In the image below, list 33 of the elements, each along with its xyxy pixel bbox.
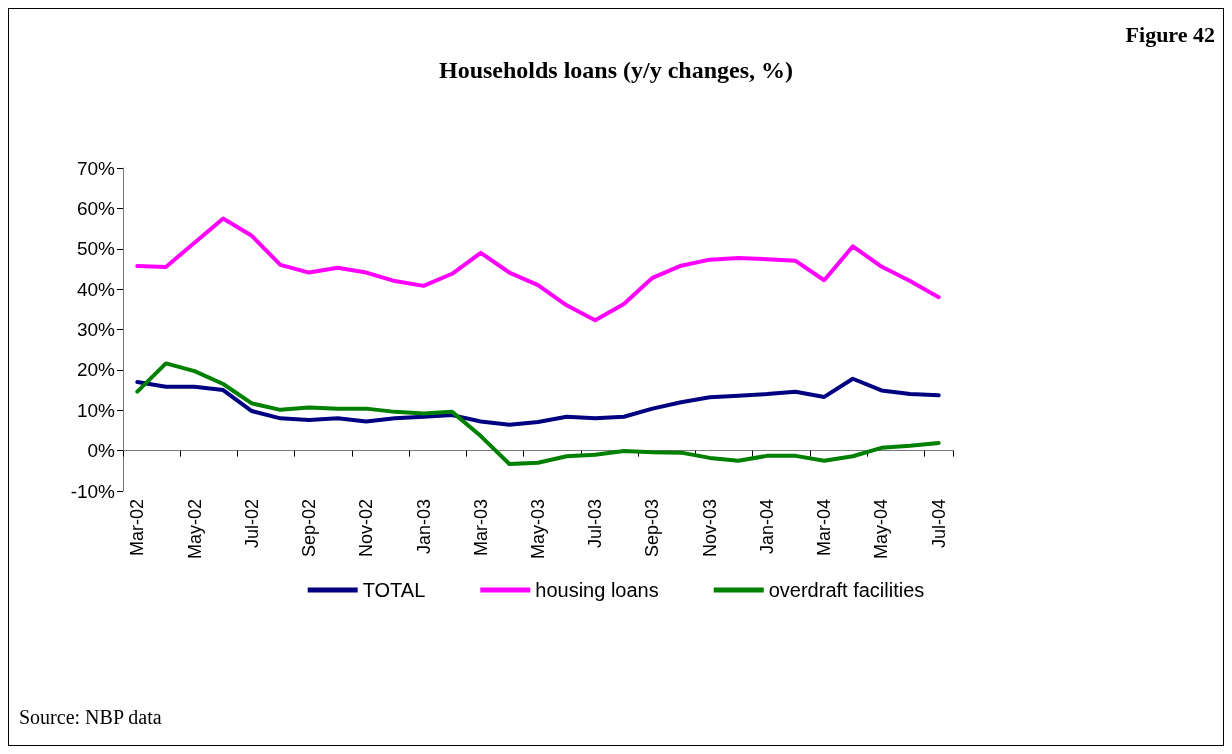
y-tick-label: 10% xyxy=(76,399,116,421)
line-series xyxy=(135,216,941,323)
legend-label: housing loans xyxy=(535,579,659,601)
chart-title: Households loans (y/y changes, %) xyxy=(438,57,794,83)
y-tick-label: 30% xyxy=(76,319,116,340)
x-tick-label: Mar-03 xyxy=(470,499,491,557)
x-tick-label: May-02 xyxy=(184,499,205,560)
x-tick-label: Mar-02 xyxy=(127,499,148,557)
x-tick-label: May-03 xyxy=(528,499,548,560)
x-tick-label: Jan-03 xyxy=(413,499,434,555)
y-tick-label: -10% xyxy=(70,480,116,502)
line-series xyxy=(135,376,941,427)
line-series xyxy=(135,361,941,466)
y-tick-label: 20% xyxy=(76,359,116,381)
caption: Figure 42 xyxy=(1125,21,1215,47)
x-tick-label: Nov-02 xyxy=(356,499,377,558)
x-tick-label: May-04 xyxy=(871,499,892,560)
x-tick-label: Jan-04 xyxy=(756,499,777,555)
y-tick-label: 40% xyxy=(76,278,116,300)
source-note: Source: NBP data xyxy=(19,706,162,728)
x-tick-label: Nov-03 xyxy=(699,499,720,558)
x-tick-label: Jul-02 xyxy=(241,499,262,549)
y-tick-label: 0% xyxy=(87,440,116,462)
x-tick-label: Jul-03 xyxy=(585,499,606,549)
legend-label: TOTAL xyxy=(362,579,426,601)
y-tick-label: 50% xyxy=(76,238,116,260)
x-tick-label: Sep-02 xyxy=(299,499,320,558)
legend-label: overdraft facilities xyxy=(768,579,925,601)
x-tick-label: Sep-03 xyxy=(642,499,663,558)
x-tick-label: Mar-04 xyxy=(814,499,835,557)
y-tick-label: 60% xyxy=(76,197,116,219)
x-tick-label: Jul-04 xyxy=(928,499,949,549)
y-tick-label: 70% xyxy=(76,157,116,179)
